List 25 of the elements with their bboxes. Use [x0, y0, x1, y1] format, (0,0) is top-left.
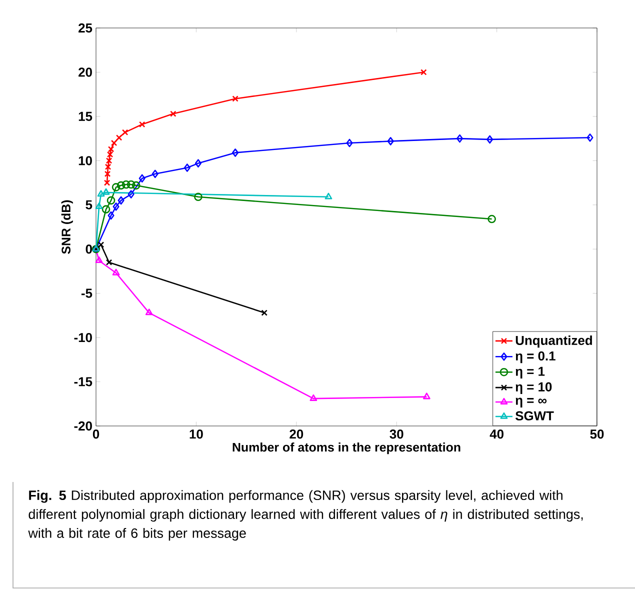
- legend-label: η = 0.1: [516, 351, 556, 364]
- x-tick-label: 0: [92, 430, 100, 439]
- y-tick-label: 25: [78, 23, 92, 33]
- y-tick-label: -10: [74, 332, 92, 342]
- y-tick-label: 5: [86, 200, 92, 210]
- y-tick-label: 15: [78, 112, 92, 121]
- x-tick-label: 10: [190, 430, 203, 439]
- x-tick-label: 20: [290, 430, 304, 439]
- y-axis-title: SNR (dB): [61, 200, 73, 254]
- legend-label: η = ∞: [516, 398, 547, 408]
- legend-label: η = 10: [516, 382, 552, 394]
- y-tick-label: 0: [86, 244, 92, 254]
- legend-label: Unquantized: [516, 336, 592, 348]
- legend-label: η = 1: [516, 366, 545, 378]
- text: Fig. 5 Distributed approximation performance (SNR) versus sparsity level, achieved with different polynomial graph dictionary learned with different values of η in distributed settings, with a bit rate of 6 bits per message: [28, 490, 583, 541]
- y-tick-label: 20: [78, 68, 92, 77]
- y-tick-label: 10: [78, 156, 92, 166]
- x-axis-title: Number of atoms in the representation: [232, 442, 460, 454]
- y-tick-label: -20: [74, 421, 92, 431]
- x-tick-label: 40: [490, 430, 504, 439]
- legend-label: SGWT: [515, 411, 554, 420]
- x-tick-label: 50: [590, 430, 604, 439]
- y-tick-label: -5: [81, 288, 92, 298]
- y-tick-label: -15: [74, 377, 92, 386]
- x-tick-label: 30: [390, 430, 404, 439]
